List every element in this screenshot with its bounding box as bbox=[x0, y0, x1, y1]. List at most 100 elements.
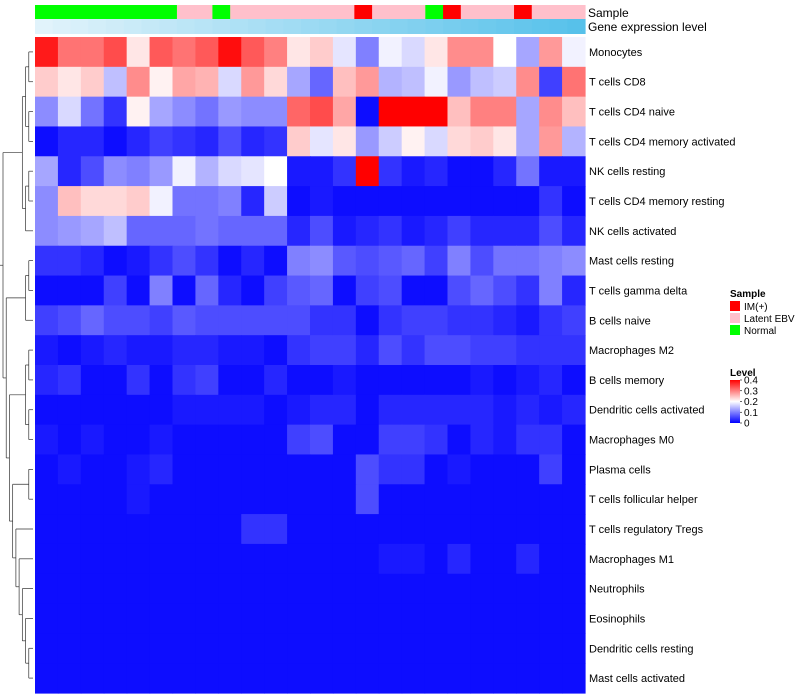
heatmap-cell bbox=[355, 633, 380, 664]
heatmap-cell bbox=[516, 156, 540, 187]
heatmap-cell bbox=[493, 37, 517, 68]
heatmap-cell bbox=[172, 573, 197, 605]
row-label-macrophages-m1: Macrophages M1 bbox=[589, 554, 674, 566]
heatmap-cell bbox=[447, 37, 472, 68]
heatmap-cell bbox=[516, 245, 540, 277]
heatmap-cell bbox=[57, 365, 82, 396]
heatmap-cell bbox=[378, 215, 403, 247]
heatmap-cell bbox=[516, 394, 540, 426]
legend-sample-title: Sample bbox=[730, 289, 766, 300]
heatmap-cell bbox=[172, 66, 197, 98]
row-label-plasma-cells: Plasma cells bbox=[589, 464, 651, 476]
heatmap-cell bbox=[378, 335, 403, 366]
heatmap-cell bbox=[195, 543, 219, 575]
heatmap-cell bbox=[470, 394, 494, 426]
heatmap-cell bbox=[401, 245, 426, 277]
heatmap-cell bbox=[287, 275, 311, 306]
sample-annotation-cell bbox=[407, 5, 426, 19]
heatmap-cell bbox=[35, 573, 59, 605]
heatmap-cell bbox=[539, 37, 563, 68]
heatmap-cell bbox=[287, 365, 311, 396]
heatmap-cell bbox=[218, 37, 242, 68]
heatmap-cell bbox=[149, 603, 174, 634]
heatmap-cell bbox=[539, 394, 563, 426]
heatmap-cell bbox=[516, 275, 540, 306]
legend-label-latent-ebv: Latent EBV bbox=[744, 314, 795, 325]
heatmap-cell bbox=[424, 156, 449, 187]
heatmap-cell bbox=[80, 335, 105, 366]
heatmap-cell bbox=[539, 573, 563, 605]
heatmap-cell bbox=[241, 156, 265, 187]
heatmap-cell bbox=[447, 454, 472, 485]
heatmap-cell bbox=[378, 305, 403, 336]
heatmap-cell bbox=[195, 126, 219, 157]
heatmap-cell bbox=[80, 603, 105, 634]
heatmap-cell bbox=[562, 66, 586, 98]
sample-annotation-cell bbox=[88, 5, 107, 19]
heatmap-cell bbox=[241, 335, 265, 366]
heatmap-cell bbox=[562, 96, 586, 128]
heatmap-cell bbox=[447, 66, 472, 98]
heatmap-cell bbox=[470, 573, 494, 605]
heatmap-cell bbox=[562, 514, 586, 545]
row-label-mast-cells-resting: Mast cells resting bbox=[589, 256, 674, 268]
heatmap-cell bbox=[355, 156, 380, 187]
heatmap-cell bbox=[516, 335, 540, 366]
heatmap-cell bbox=[35, 633, 59, 664]
heatmap-cell bbox=[287, 514, 311, 545]
heatmap-cell bbox=[539, 66, 563, 98]
heatmap-cell bbox=[218, 394, 242, 426]
heatmap-cell bbox=[355, 275, 380, 306]
heatmap-cell bbox=[241, 543, 265, 575]
heatmap-cell bbox=[264, 126, 288, 157]
heatmap-cell bbox=[562, 603, 586, 634]
heatmap-cell bbox=[218, 543, 242, 575]
heatmap-cell bbox=[378, 96, 403, 128]
heatmap-cell bbox=[35, 365, 59, 396]
heatmap-cell bbox=[126, 663, 151, 694]
heatmap-cell bbox=[355, 305, 380, 336]
heatmap-cell bbox=[562, 156, 586, 187]
heatmap-cell bbox=[470, 484, 494, 515]
sample-annotation-cell bbox=[478, 5, 497, 19]
heatmap-cell bbox=[332, 96, 357, 128]
sample-annotation-cell bbox=[105, 5, 125, 19]
expression-annotation-cell bbox=[336, 19, 355, 34]
heatmap-cell bbox=[35, 245, 59, 277]
heatmap-cell bbox=[80, 514, 105, 545]
heatmap-cell bbox=[332, 186, 357, 217]
legend-level-tick-label: 0.3 bbox=[744, 386, 758, 397]
heatmap-cell bbox=[332, 275, 357, 306]
heatmap-cell bbox=[332, 424, 357, 456]
sample-annotation-cell bbox=[176, 5, 196, 19]
heatmap-cell bbox=[447, 126, 472, 157]
heatmap-cell bbox=[126, 573, 151, 605]
heatmap-cell bbox=[126, 305, 151, 336]
heatmap-cell bbox=[401, 37, 426, 68]
legend-level-tick-label: 0.2 bbox=[744, 397, 758, 408]
heatmap-cell bbox=[332, 335, 357, 366]
heatmap-cell bbox=[57, 156, 82, 187]
heatmap-cell bbox=[126, 365, 151, 396]
heatmap-cell bbox=[310, 365, 334, 396]
heatmap-cell bbox=[195, 394, 219, 426]
heatmap-cell bbox=[310, 633, 334, 664]
heatmap-cell bbox=[424, 126, 449, 157]
legend-level-tick-label: 0 bbox=[744, 419, 750, 430]
heatmap-cell bbox=[195, 156, 219, 187]
expression-annotation-cell bbox=[159, 19, 178, 34]
heatmap-cell bbox=[355, 663, 380, 694]
expression-annotation-cell bbox=[514, 19, 533, 34]
heatmap-cell bbox=[470, 633, 494, 664]
legend-label-normal: Normal bbox=[744, 326, 776, 337]
heatmap-cell bbox=[80, 245, 105, 277]
heatmap-cell bbox=[80, 394, 105, 426]
heatmap-cell bbox=[264, 365, 288, 396]
heatmap-cell bbox=[355, 215, 380, 247]
heatmap-cell bbox=[332, 215, 357, 247]
heatmap-cell bbox=[447, 424, 472, 456]
heatmap-cell bbox=[310, 514, 334, 545]
heatmap-cell bbox=[103, 215, 128, 247]
sample-annotation-cell bbox=[531, 5, 551, 19]
heatmap-cell bbox=[241, 365, 265, 396]
